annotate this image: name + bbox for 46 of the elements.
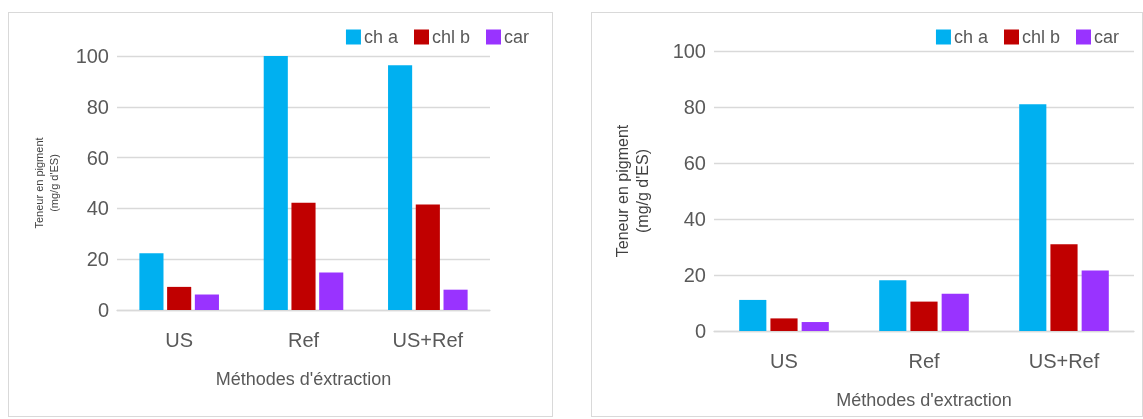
x-tick-label: US: [165, 329, 194, 351]
y-tick-label: 0: [694, 320, 706, 342]
legend-label: car: [504, 27, 530, 47]
bar: [319, 272, 344, 310]
y-tick-label: 60: [683, 152, 706, 174]
y-tick-label: 80: [86, 95, 109, 118]
bar: [770, 318, 798, 331]
bar: [194, 294, 219, 310]
bar: [1050, 244, 1078, 331]
bar: [1081, 270, 1109, 331]
x-axis-title: Méthodes d'éxtraction: [215, 369, 392, 389]
legend-label: chl b: [1021, 27, 1060, 47]
legend-label: ch a: [953, 27, 989, 47]
y-tick-label: 40: [86, 197, 109, 220]
y-tick-label: 60: [86, 146, 109, 169]
bar: [801, 322, 829, 331]
y-axis-title: Teneur en pigment (mg/g d'ES): [32, 137, 60, 229]
y-tick-label: 20: [683, 264, 706, 286]
bar: [263, 56, 288, 310]
x-tick-label: US+Ref: [392, 329, 464, 351]
bar: [1019, 104, 1047, 331]
x-tick-label: Ref: [908, 350, 940, 372]
y-tick-label: 20: [86, 248, 109, 271]
bar: [139, 253, 164, 310]
y-tick-label: 100: [672, 40, 706, 62]
bar: [291, 202, 316, 310]
bar: [941, 293, 969, 331]
bar: [388, 65, 413, 310]
bar: [415, 204, 440, 310]
y-tick-label: 0: [97, 299, 109, 321]
y-tick-label: 100: [75, 45, 109, 67]
legend-label: chl b: [431, 27, 470, 47]
bar: [443, 289, 468, 310]
x-tick-label: US+Ref: [1028, 350, 1100, 372]
bar: [167, 286, 192, 310]
bar: [879, 280, 907, 331]
legend-label: car: [1094, 27, 1120, 47]
y-axis-title: Teneur en pigment (mg/g d'ES): [613, 124, 651, 258]
bar: [910, 301, 938, 331]
x-axis-title: Méthodes d'extraction: [836, 390, 1012, 410]
x-tick-label: US: [770, 350, 798, 372]
y-tick-label: 40: [683, 208, 706, 230]
y-tick-label: 80: [683, 96, 706, 118]
bar: [739, 299, 767, 331]
legend-label: ch a: [363, 27, 399, 47]
x-tick-label: Ref: [287, 329, 320, 351]
